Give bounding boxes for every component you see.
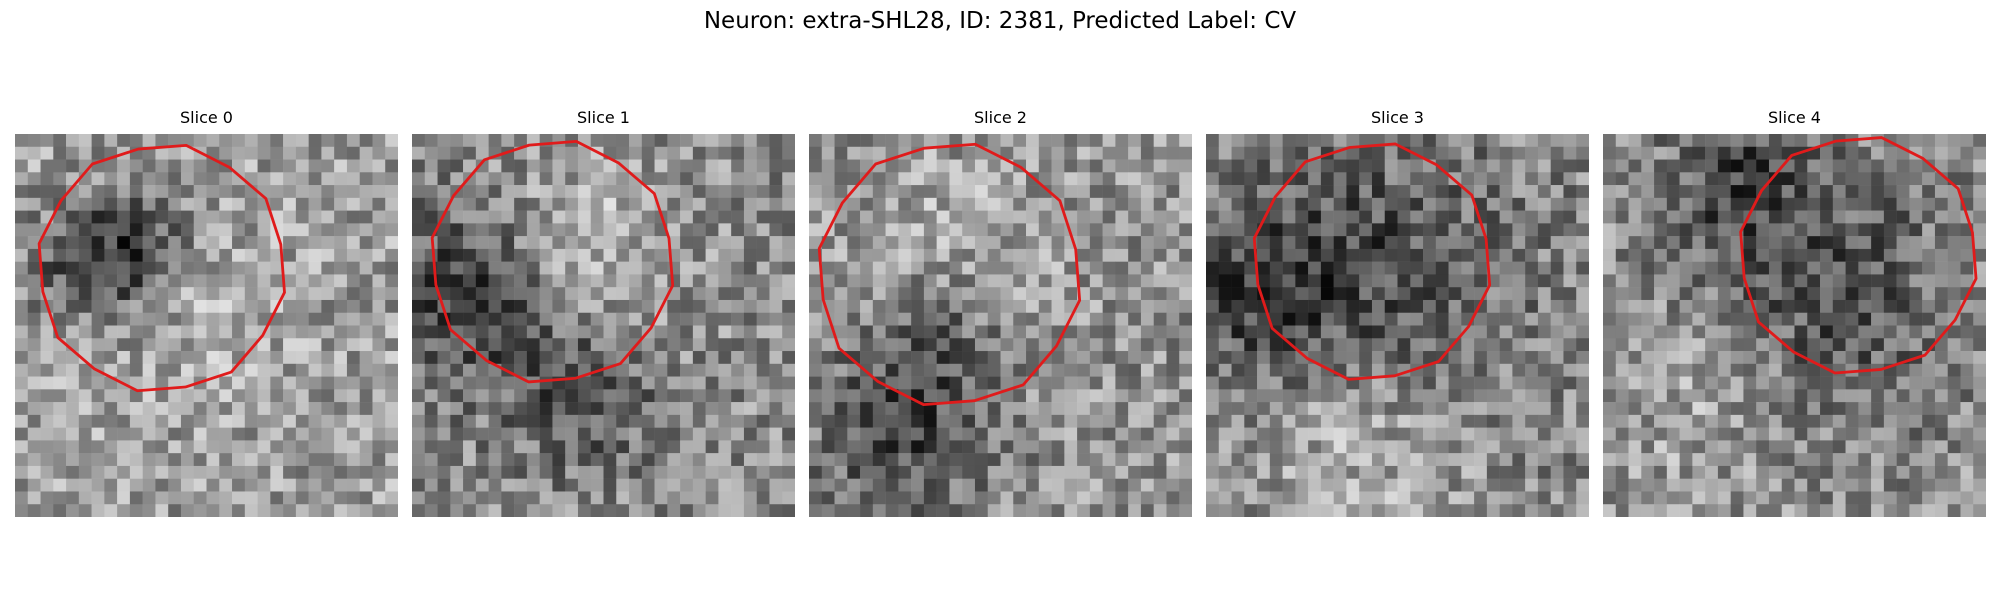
roi-contour (1739, 136, 1978, 375)
roi-contour (430, 140, 675, 384)
slice-panel-1: Slice 1 (412, 108, 795, 517)
slice-panel-4: Slice 4 (1603, 108, 1986, 517)
pixel-grid (1206, 134, 1589, 517)
pixel-grid (809, 134, 1192, 517)
slice-image-2 (809, 134, 1192, 517)
slice-image-4 (1603, 134, 1986, 517)
pixel-grid (15, 134, 398, 517)
slice-panel-3: Slice 3 (1206, 108, 1589, 517)
roi-contour (37, 143, 286, 393)
slice-panel-2: Slice 2 (809, 108, 1192, 517)
figure-title: Neuron: extra-SHL28, ID: 2381, Predicted… (703, 8, 1297, 34)
pixel-grid (412, 134, 795, 517)
slice-image-3 (1206, 134, 1589, 517)
slice-title-0: Slice 0 (180, 108, 233, 127)
slice-panel-0: Slice 0 (15, 108, 398, 517)
slice-title-4: Slice 4 (1768, 108, 1821, 127)
slice-image-1 (412, 134, 795, 517)
slice-title-3: Slice 3 (1371, 108, 1424, 127)
pixel-grid (1603, 134, 1986, 517)
roi-contour (1252, 142, 1492, 381)
roi-contour (817, 142, 1082, 407)
slice-image-0 (15, 134, 398, 517)
slice-title-2: Slice 2 (974, 108, 1027, 127)
slice-title-1: Slice 1 (577, 108, 630, 127)
